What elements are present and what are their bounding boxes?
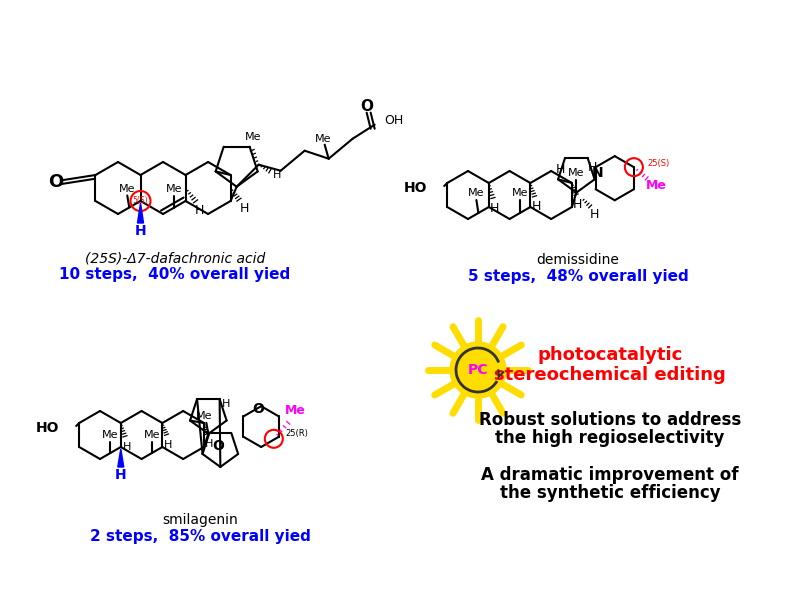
Text: O: O [213, 439, 224, 453]
Text: (25S)-Δ7-dafachronic acid: (25S)-Δ7-dafachronic acid [85, 251, 265, 265]
Text: H: H [195, 205, 204, 217]
Text: H: H [222, 399, 230, 409]
Text: Robust solutions to address: Robust solutions to address [479, 411, 741, 429]
Text: Me: Me [119, 185, 135, 194]
Text: H: H [532, 200, 541, 214]
Text: 10 steps,  40% overall yied: 10 steps, 40% overall yied [59, 266, 290, 281]
Text: Me: Me [102, 430, 118, 440]
Text: 25(S): 25(S) [648, 158, 670, 167]
Text: Me: Me [144, 430, 160, 440]
Text: H: H [240, 202, 250, 215]
Text: H: H [273, 170, 281, 180]
Text: 2 steps,  85% overall yied: 2 steps, 85% overall yied [90, 529, 310, 544]
Text: Me: Me [468, 188, 485, 198]
Text: H: H [134, 224, 146, 238]
Text: Me: Me [245, 131, 261, 142]
Text: demissidine: demissidine [537, 253, 619, 267]
Text: H: H [588, 161, 598, 175]
Text: A dramatic improvement of: A dramatic improvement of [482, 466, 738, 484]
Circle shape [450, 342, 506, 398]
Polygon shape [118, 449, 124, 467]
Text: Me: Me [166, 185, 182, 194]
Text: H: H [574, 199, 582, 211]
Text: O: O [360, 99, 373, 114]
Text: 5(S): 5(S) [133, 196, 148, 205]
Text: HO: HO [36, 421, 59, 435]
Text: HO: HO [404, 181, 427, 195]
Text: 5 steps,  48% overall yied: 5 steps, 48% overall yied [468, 269, 688, 283]
Text: PC: PC [468, 363, 488, 377]
Text: Me: Me [646, 179, 666, 191]
Text: O: O [252, 403, 264, 416]
Text: N: N [591, 166, 603, 180]
Text: stereochemical editing: stereochemical editing [494, 366, 726, 384]
Text: H: H [590, 208, 599, 221]
Text: H: H [490, 202, 499, 215]
Text: Me: Me [314, 134, 331, 143]
Polygon shape [138, 203, 143, 223]
Text: 25(R): 25(R) [286, 430, 309, 438]
Text: Me: Me [512, 188, 528, 198]
Text: smilagenin: smilagenin [162, 513, 238, 527]
Text: the synthetic efficiency: the synthetic efficiency [500, 484, 720, 502]
Text: Me: Me [196, 411, 213, 421]
Text: O: O [48, 173, 63, 191]
Text: H: H [205, 439, 213, 449]
Text: H: H [164, 440, 173, 450]
Text: OH: OH [385, 114, 404, 127]
Text: H: H [122, 442, 131, 452]
Text: H: H [115, 468, 126, 482]
Text: photocatalytic: photocatalytic [538, 346, 682, 364]
Text: the high regioselectivity: the high regioselectivity [495, 429, 725, 447]
Text: H: H [555, 163, 565, 176]
Text: Me: Me [286, 404, 306, 418]
Text: Me: Me [568, 167, 585, 178]
